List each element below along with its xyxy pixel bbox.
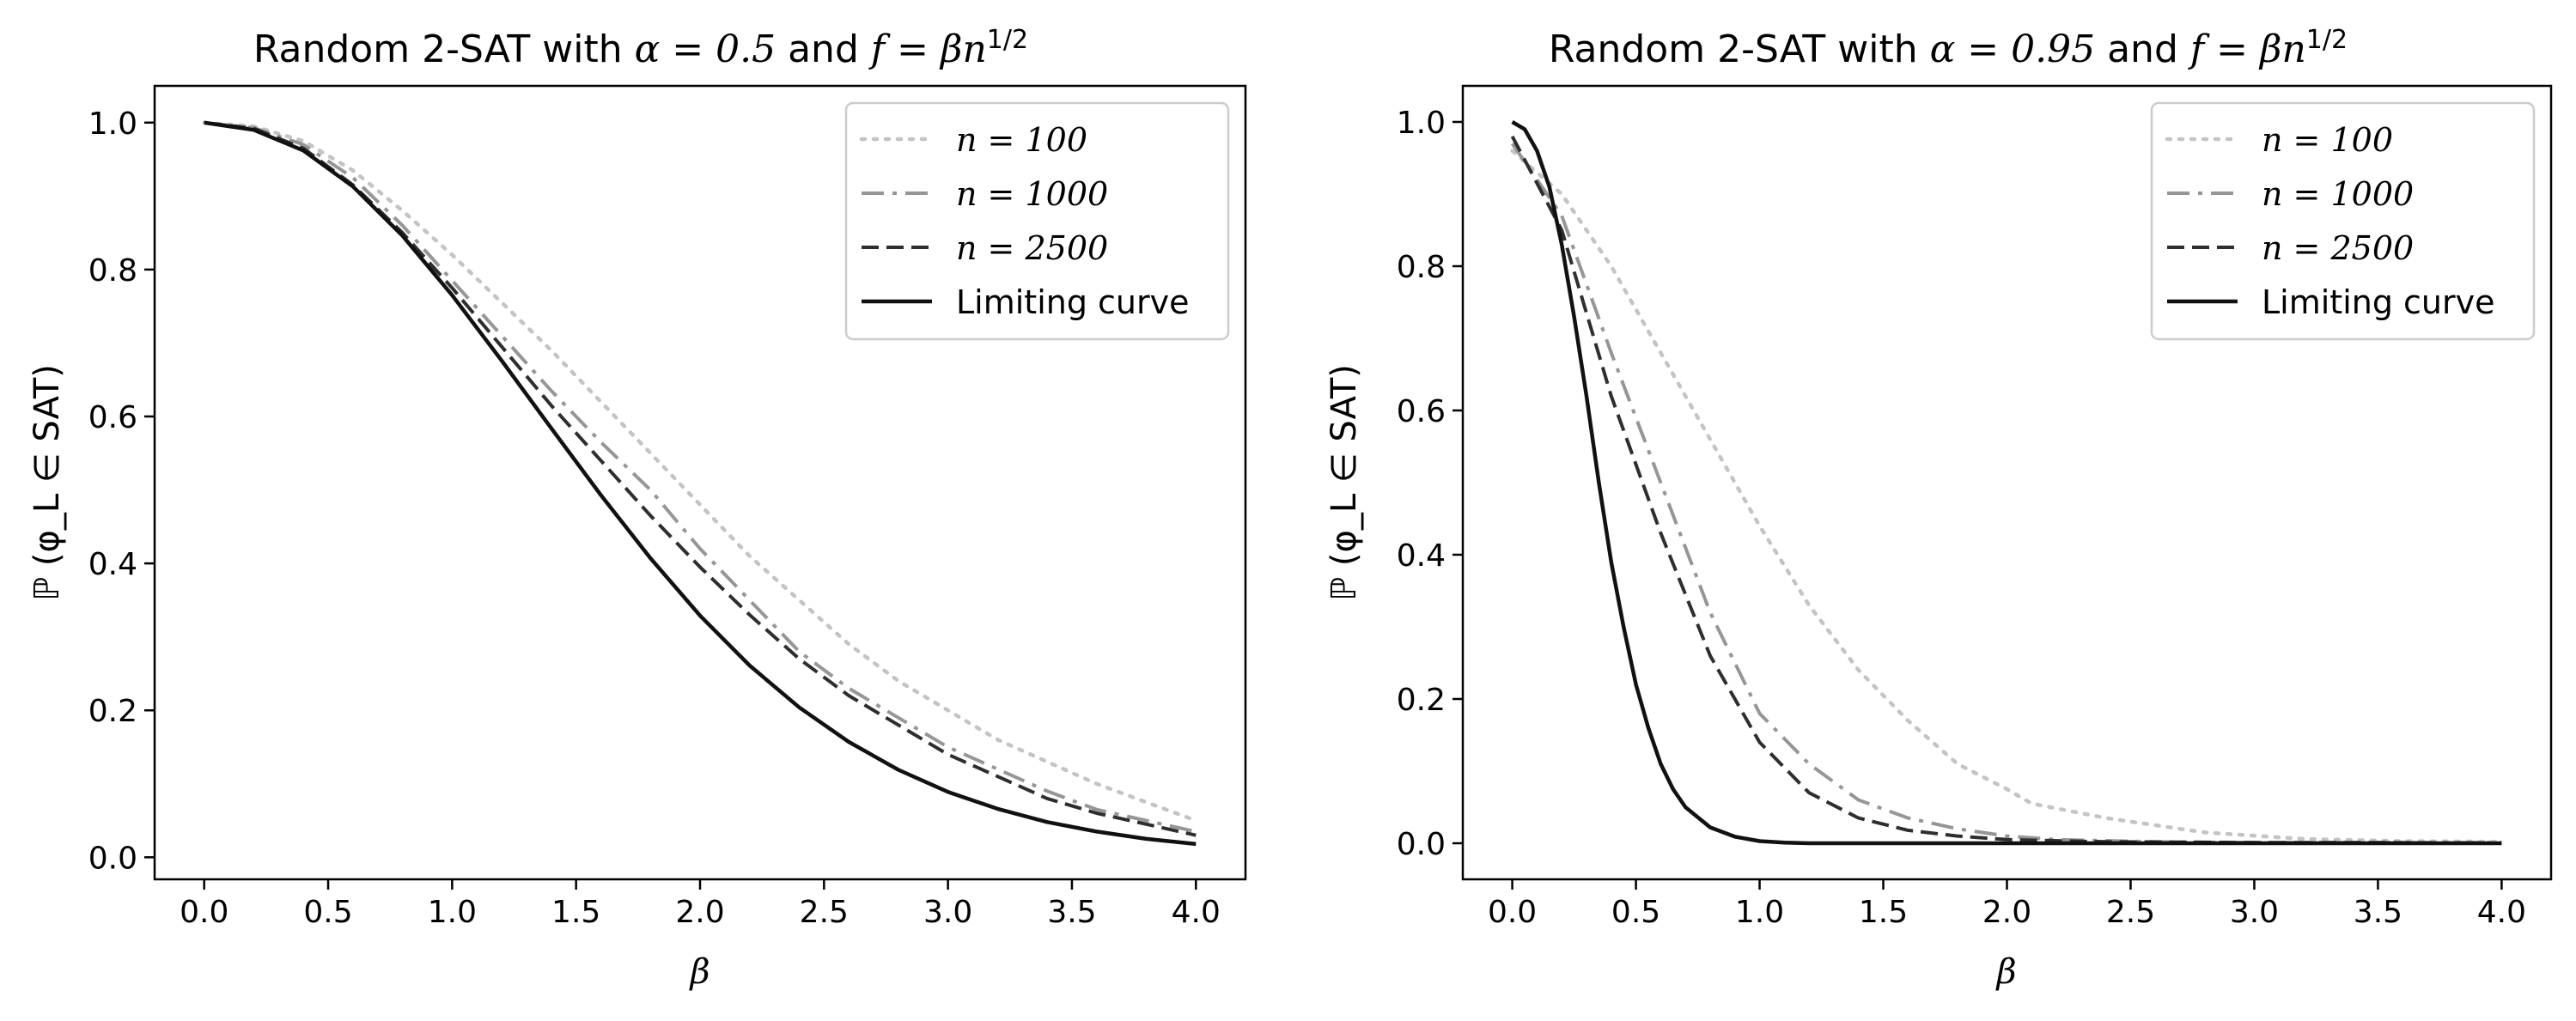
right-y-tick-label: 0.0 bbox=[1397, 827, 1446, 862]
right-x-tick-label: 2.5 bbox=[2106, 895, 2155, 930]
right-x-axis-label: β bbox=[1994, 952, 2016, 992]
right-chart-title: Random 2-SAT with α = 0.95 and f = βn1/2 bbox=[1549, 25, 2348, 71]
right-y-tick-label: 0.2 bbox=[1397, 683, 1446, 718]
left-y-tick-label: 0.0 bbox=[88, 841, 137, 876]
left-legend-label-2: n = 2500 bbox=[956, 229, 1108, 267]
left-x-tick-label: 4.0 bbox=[1172, 895, 1221, 930]
right-y-tick-label: 1.0 bbox=[1397, 106, 1446, 141]
left-x-tick-label: 0.5 bbox=[303, 895, 352, 930]
left-legend bbox=[844, 101, 1230, 341]
left-y-tick-label: 0.8 bbox=[88, 253, 137, 289]
right-x-tick-label: 3.5 bbox=[2354, 895, 2402, 930]
left-chart: Random 2-SAT with α = 0.5 and f = βn1/2 … bbox=[27, 25, 1247, 992]
right-y-tick-label: 0.6 bbox=[1397, 394, 1446, 429]
right-series-line-3 bbox=[1511, 120, 2502, 846]
right-y-tick-label: 0.8 bbox=[1397, 250, 1446, 285]
left-y-tick-label: 0.2 bbox=[88, 694, 137, 729]
left-series-line-1 bbox=[204, 120, 1197, 834]
left-legend-label-0: n = 100 bbox=[956, 121, 1087, 159]
right-x-tick-label: 1.5 bbox=[1859, 895, 1908, 930]
left-x-tick-label: 2.0 bbox=[675, 895, 724, 930]
left-y-tick-label: 0.4 bbox=[88, 547, 137, 582]
left-legend-label-1: n = 1000 bbox=[956, 175, 1108, 213]
right-x-tick-label: 3.0 bbox=[2230, 895, 2279, 930]
left-x-tick-label: 1.0 bbox=[428, 895, 477, 930]
right-series-line-0 bbox=[1510, 149, 2504, 844]
right-x-tick-label: 1.0 bbox=[1735, 895, 1784, 930]
left-y-tick-label: 0.6 bbox=[88, 400, 137, 435]
left-plot-area: 0.0 0.5 1.0 1.5 2.0 2.5 3.0 3.5 4.0 0.0 0.2 0.4 0.6 0… bbox=[88, 84, 1247, 930]
left-x-tick-label: 3.5 bbox=[1047, 895, 1096, 930]
left-x-axis-label: β bbox=[688, 952, 709, 992]
left-x-tick-label: 3.0 bbox=[923, 895, 972, 930]
right-x-tick-label: 2.0 bbox=[1982, 895, 2031, 930]
left-legend-label-3: Limiting curve bbox=[956, 283, 1190, 321]
left-y-tick-label: 1.0 bbox=[88, 106, 137, 142]
right-x-tick-label: 0.0 bbox=[1488, 895, 1537, 930]
left-series-line-0 bbox=[202, 120, 1198, 823]
right-x-tick-label: 4.0 bbox=[2477, 895, 2526, 930]
left-x-tick-label: 0.0 bbox=[180, 895, 228, 930]
right-legend-label-1: n = 1000 bbox=[2262, 175, 2414, 213]
left-y-axis-label: ℙ (φ_L ∈ SAT) bbox=[27, 364, 67, 601]
right-legend bbox=[2150, 101, 2536, 341]
right-legend-label-2: n = 2500 bbox=[2262, 229, 2414, 267]
right-plot-area: 0.0 0.5 1.0 1.5 2.0 2.5 3.0 3.5 4.0 0.0 0.2 0.4 0.6 0… bbox=[1397, 84, 2553, 930]
left-x-tick-label: 2.5 bbox=[800, 895, 849, 930]
right-y-axis-label: ℙ (φ_L ∈ SAT) bbox=[1325, 364, 1364, 601]
right-y-tick-label: 0.4 bbox=[1397, 538, 1446, 574]
left-chart-title: Random 2-SAT with α = 0.5 and f = βn1/2 bbox=[253, 25, 1028, 71]
right-legend-label-3: Limiting curve bbox=[2262, 283, 2495, 321]
right-legend-label-0: n = 100 bbox=[2262, 121, 2393, 159]
right-chart: Random 2-SAT with α = 0.95 and f = βn1/2… bbox=[1325, 25, 2553, 992]
left-series-line-3 bbox=[204, 120, 1197, 847]
right-x-tick-label: 0.5 bbox=[1611, 895, 1660, 930]
left-x-tick-label: 1.5 bbox=[551, 895, 600, 930]
